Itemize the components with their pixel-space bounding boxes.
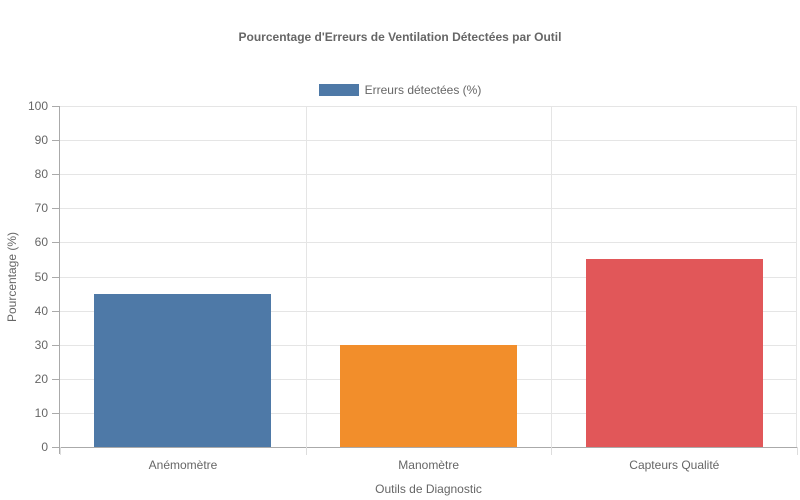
legend-swatch[interactable] <box>318 84 359 96</box>
x-tick <box>60 447 61 455</box>
y-tick <box>52 174 59 176</box>
y-axis-title: Pourcentage (%) <box>5 231 19 323</box>
gridline <box>60 106 797 107</box>
y-tick <box>52 344 59 346</box>
gridline <box>60 310 797 312</box>
y-tick <box>52 242 59 244</box>
x-tick <box>551 447 553 455</box>
y-tick-label: 70 <box>34 201 48 216</box>
y-tick-label: 100 <box>27 99 48 113</box>
y-tick-label: 0 <box>41 440 48 454</box>
y-tick-label: 10 <box>34 405 48 420</box>
legend: Erreurs détectées (%) <box>0 83 800 97</box>
bar-anémomètre[interactable] <box>94 293 272 447</box>
x-tick <box>797 447 798 455</box>
y-axis <box>59 106 60 454</box>
y-tick-label: 80 <box>34 167 48 182</box>
y-tick-label: 50 <box>34 269 48 284</box>
y-tick <box>52 378 59 380</box>
x-tick-label: Manomètre <box>398 458 459 472</box>
gridline <box>60 174 797 176</box>
plot-area <box>60 106 797 447</box>
y-tick-label: 90 <box>34 133 48 148</box>
y-tick <box>52 412 59 414</box>
x-axis <box>52 447 797 448</box>
gridline <box>60 276 797 278</box>
chart-title: Pourcentage d'Erreurs de Ventilation Dét… <box>238 30 562 44</box>
bar-capteurs-qualité[interactable] <box>585 259 763 447</box>
x-axis-title: Outils de Diagnostic <box>375 482 482 496</box>
y-tick-label: 60 <box>34 235 48 250</box>
x-tick-label: Capteurs Qualité <box>629 458 720 472</box>
y-tick-label: 30 <box>34 337 48 352</box>
vertical-gridline <box>796 106 797 447</box>
bar-manomètre[interactable] <box>340 344 517 447</box>
gridline <box>60 140 797 142</box>
y-tick <box>52 140 59 142</box>
y-tick <box>52 447 59 448</box>
legend-label[interactable]: Erreurs détectées (%) <box>364 83 482 97</box>
vertical-gridline <box>305 106 307 447</box>
x-tick-label: Anémomètre <box>148 458 218 472</box>
y-tick <box>52 208 59 210</box>
y-tick <box>52 106 59 107</box>
y-tick-label: 20 <box>34 371 48 386</box>
gridline <box>60 208 797 210</box>
y-tick <box>52 310 59 312</box>
y-tick-label: 40 <box>34 303 48 318</box>
vertical-gridline <box>551 106 553 447</box>
x-tick <box>305 447 307 455</box>
gridline <box>60 242 797 244</box>
y-tick <box>52 276 59 278</box>
